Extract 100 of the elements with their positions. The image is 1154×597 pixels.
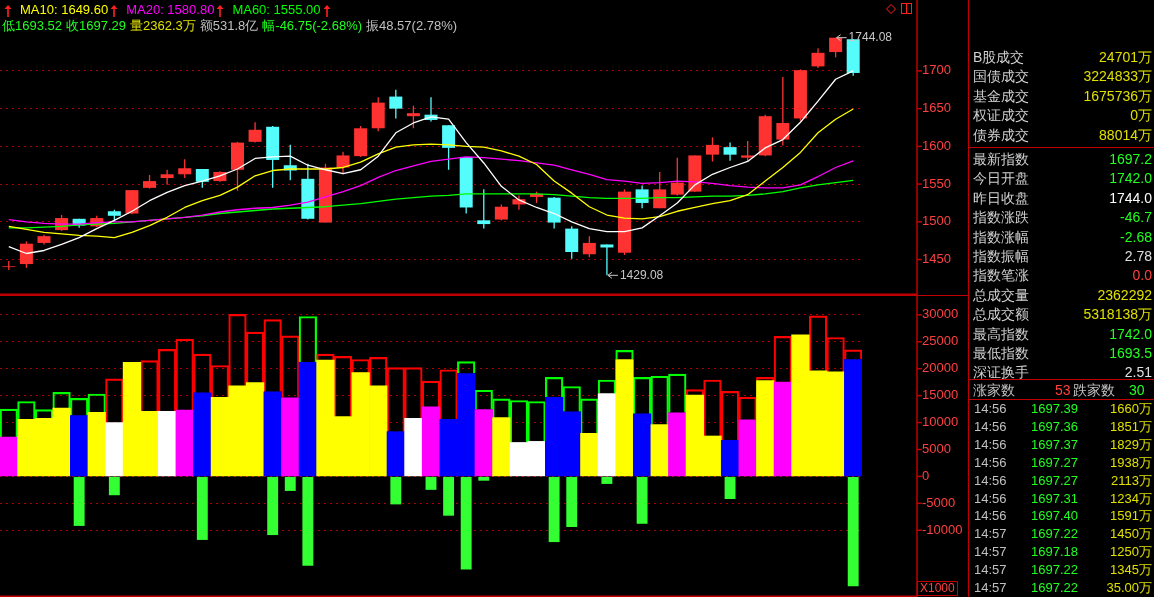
text: 最新指数 (973, 151, 1029, 167)
text: 14:56 (974, 436, 1007, 452)
candlestick (248, 121, 262, 144)
bar (443, 476, 455, 516)
y-tick-label: 1600 (922, 137, 951, 153)
bar (720, 439, 740, 477)
candlestick (705, 136, 719, 163)
bar (108, 476, 120, 496)
candlestick (19, 240, 33, 269)
text: 14:56 (974, 401, 1007, 416)
annotation: 量2362.3万 (130, 17, 196, 33)
y-tick-label: -10000 (922, 521, 963, 537)
candlestick (635, 184, 649, 209)
text: 昨日收盘 (973, 189, 1029, 206)
bar (566, 476, 578, 527)
y-tick-label: 1650 (922, 100, 951, 116)
bar (175, 409, 194, 477)
text: 1697.31 (1031, 490, 1078, 506)
text: 1250万 (1110, 544, 1152, 560)
text: 1938万 (1110, 454, 1152, 470)
text: 1742.0 (1109, 170, 1152, 187)
bar (386, 431, 405, 477)
bar (87, 411, 106, 477)
text: 1697.18 (1031, 544, 1078, 560)
candlestick (406, 104, 420, 129)
candlestick (477, 188, 491, 230)
annotation: 振48.57(2.78%) (366, 17, 458, 33)
bar (636, 476, 648, 524)
text: 1697.27 (1031, 472, 1078, 488)
annotation: 低1693.52 (2, 17, 62, 33)
text: 1697.2 (1109, 151, 1152, 167)
y-tick-label: 1500 (922, 213, 951, 229)
candlestick (178, 158, 192, 179)
bar (756, 380, 775, 477)
text: 深证换手 (973, 364, 1029, 381)
bar (847, 476, 859, 587)
bar (460, 476, 472, 570)
bar (474, 409, 493, 477)
text: 最低指数 (973, 345, 1029, 361)
bar (0, 436, 18, 477)
candlestick (565, 225, 579, 260)
text: 1697.36 (1031, 418, 1078, 434)
text: 1234万 (1110, 490, 1152, 506)
bar (404, 417, 423, 477)
y-tick-label: 1550 (922, 175, 951, 191)
bar (70, 415, 89, 477)
candlestick (195, 168, 209, 189)
text: -46.7 (1120, 209, 1152, 226)
text: 指数涨跌 (973, 209, 1029, 226)
text: 1693.5 (1109, 345, 1152, 361)
text: 88014万 (1099, 126, 1152, 143)
text: B股成交 (973, 49, 1025, 65)
y-tick-label: 1700 (922, 62, 951, 78)
text: 1851万 (1110, 418, 1152, 434)
y-tick-label: 25000 (922, 333, 959, 349)
bar (773, 381, 792, 477)
text: 14:56 (974, 454, 1007, 470)
text: 1697.22 (1031, 526, 1078, 542)
y-tick-label: 15000 (922, 387, 959, 403)
text: 14:56 (974, 490, 1007, 506)
text: 3224833万 (1083, 68, 1152, 85)
candlestick (389, 89, 403, 120)
text: 14:57 (974, 580, 1007, 595)
text: 权证成交 (973, 107, 1029, 124)
text: 53 (1055, 382, 1071, 398)
text: 指数笔涨 (973, 267, 1029, 284)
text: MA10: 1649.60 (20, 2, 109, 17)
candlestick (741, 140, 755, 163)
bar (844, 359, 862, 477)
bar (281, 397, 300, 477)
text: 最高指数 (973, 325, 1029, 342)
annotation: 幅-46.75(-2.68%) (262, 17, 363, 33)
text: 35.00万 (1106, 580, 1152, 595)
text: 1697.40 (1031, 508, 1078, 524)
text: 今日开盘 (973, 170, 1029, 187)
candlestick (723, 141, 737, 162)
text: 1742.0 (1109, 325, 1152, 342)
text: MA20: 1580.80 (126, 2, 215, 17)
bar (650, 424, 669, 477)
text: 14:57 (974, 544, 1007, 560)
bar (284, 476, 296, 491)
text: 14:57 (974, 562, 1007, 578)
bar (492, 417, 511, 477)
bar (158, 410, 177, 477)
text: 涨家数 (973, 382, 1015, 398)
text: 基金成交 (973, 87, 1029, 104)
text: 总成交量 (973, 286, 1029, 303)
text: 1675736万 (1083, 87, 1152, 104)
text: 1591万 (1110, 508, 1152, 524)
bar (580, 432, 599, 477)
text: X1000 (917, 581, 958, 596)
bar (390, 476, 402, 505)
text: 1660万 (1110, 401, 1152, 416)
candlestick (442, 124, 456, 171)
text: MA60: 1555.00 (232, 2, 321, 17)
text: 24701万 (1099, 49, 1152, 65)
text: 1744.0 (1109, 189, 1152, 206)
candlestick (336, 151, 350, 175)
candlestick (670, 157, 684, 197)
text: 2.78 (1124, 248, 1152, 264)
